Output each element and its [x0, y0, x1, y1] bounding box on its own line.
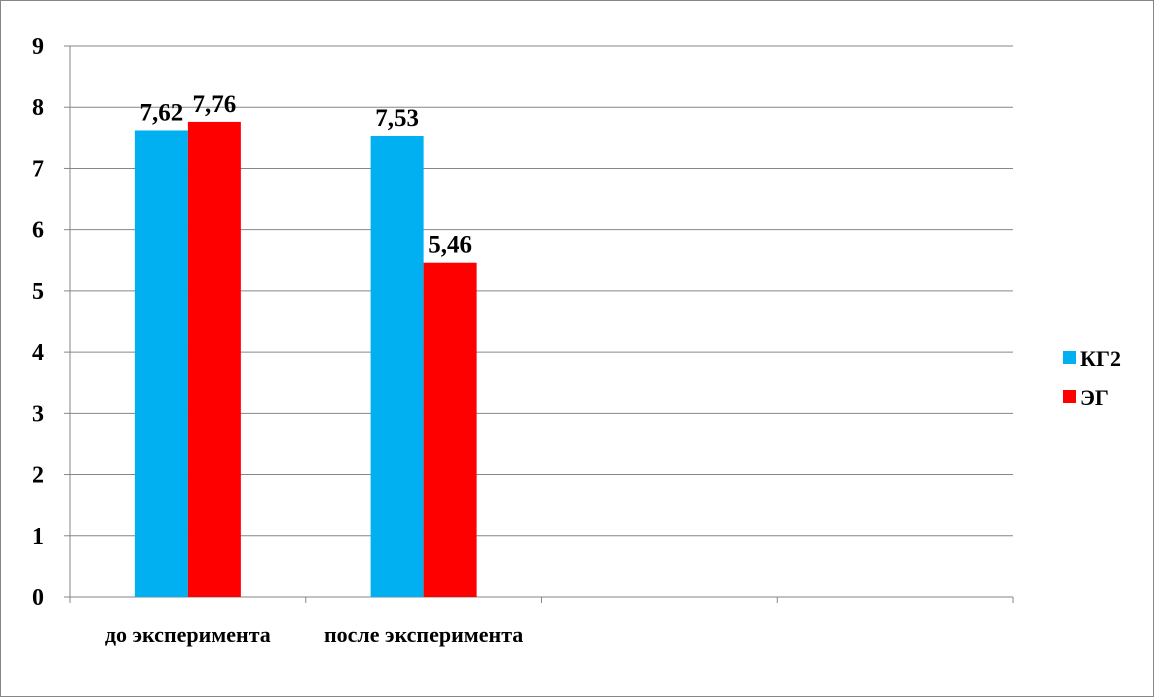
data-label: 7,62: [140, 99, 184, 126]
y-tick-label: 4: [32, 340, 44, 366]
x-tick-label: после эксперимента: [323, 622, 524, 647]
y-tick-label: 8: [32, 95, 44, 121]
y-tick-label: 9: [32, 34, 44, 60]
y-tick-label: 1: [32, 524, 44, 550]
legend-swatch: [1063, 351, 1076, 364]
legend-swatch: [1063, 390, 1076, 403]
y-tick-label: 3: [32, 401, 44, 427]
bar: [134, 130, 188, 597]
x-tick-label: до эксперимента: [104, 622, 271, 647]
bar: [423, 262, 477, 597]
legend-label: КГ2: [1080, 346, 1121, 371]
bar: [187, 121, 241, 597]
y-tick-label: 7: [32, 156, 44, 182]
data-label: 7,53: [375, 105, 419, 132]
y-tick-label: 5: [32, 279, 44, 305]
bar: [370, 135, 424, 597]
data-label: 5,46: [428, 232, 472, 259]
y-tick-label: 6: [32, 218, 44, 244]
data-label: 7,76: [193, 91, 237, 118]
y-tick-label: 0: [32, 585, 44, 611]
y-tick-label: 2: [32, 463, 44, 489]
legend-label: ЭГ: [1080, 385, 1109, 410]
